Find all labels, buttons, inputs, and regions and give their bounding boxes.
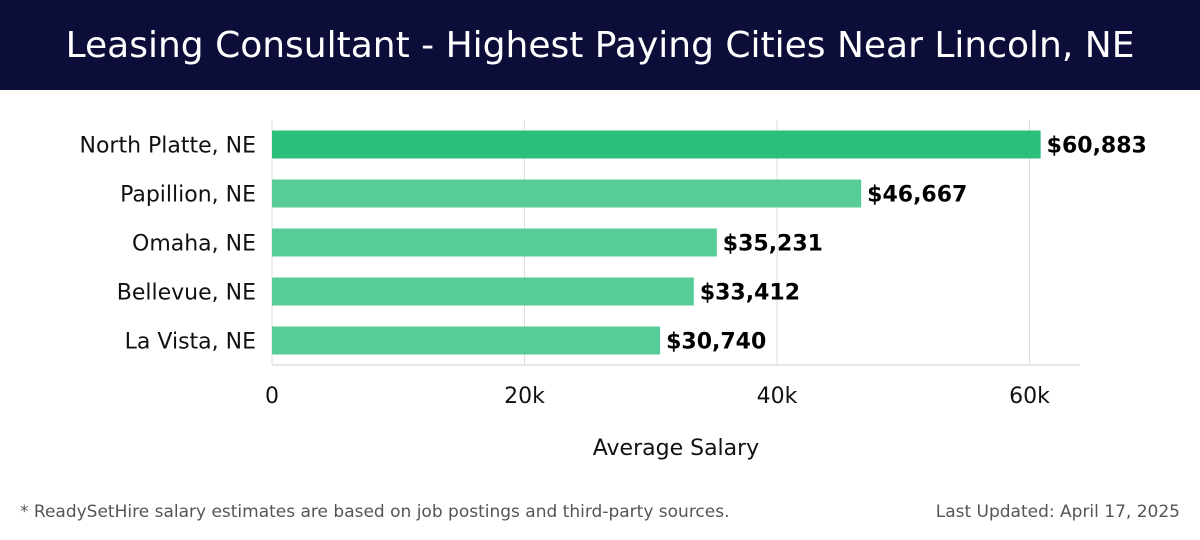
value-label-4: $30,740 bbox=[666, 330, 766, 355]
bar-3 bbox=[272, 277, 694, 306]
value-label-3: $33,412 bbox=[700, 281, 800, 306]
bar-1 bbox=[272, 179, 862, 208]
x-tick-label-1: 20k bbox=[504, 384, 545, 409]
header-banner: Leasing Consultant - Highest Paying Citi… bbox=[0, 0, 1200, 90]
chart-title: Leasing Consultant - Highest Paying Citi… bbox=[65, 24, 1135, 66]
x-tick-label-0: 0 bbox=[265, 384, 279, 409]
footer-disclaimer: * ReadySetHire salary estimates are base… bbox=[20, 502, 730, 522]
last-updated-label: Last Updated: April 17, 2025 bbox=[935, 502, 1180, 522]
category-label-3: Bellevue, NE bbox=[117, 281, 256, 306]
bar-0 bbox=[272, 130, 1041, 159]
bar-chart: North Platte, NE $60,883 Papillion, NE $46,… bbox=[79, 120, 1147, 461]
category-label-1: Papillion, NE bbox=[120, 183, 256, 208]
category-label-0: North Platte, NE bbox=[79, 134, 256, 159]
value-label-0: $60,883 bbox=[1047, 134, 1147, 159]
bar-2 bbox=[272, 228, 717, 257]
bar-4 bbox=[272, 326, 661, 355]
category-label-4: La Vista, NE bbox=[125, 330, 256, 355]
x-tick-label-3: 60k bbox=[1009, 384, 1050, 409]
x-tick-label-2: 40k bbox=[757, 384, 798, 409]
x-axis-title: Average Salary bbox=[593, 436, 759, 461]
value-label-1: $46,667 bbox=[867, 183, 967, 208]
value-label-2: $35,231 bbox=[723, 232, 823, 257]
category-label-2: Omaha, NE bbox=[132, 232, 256, 257]
